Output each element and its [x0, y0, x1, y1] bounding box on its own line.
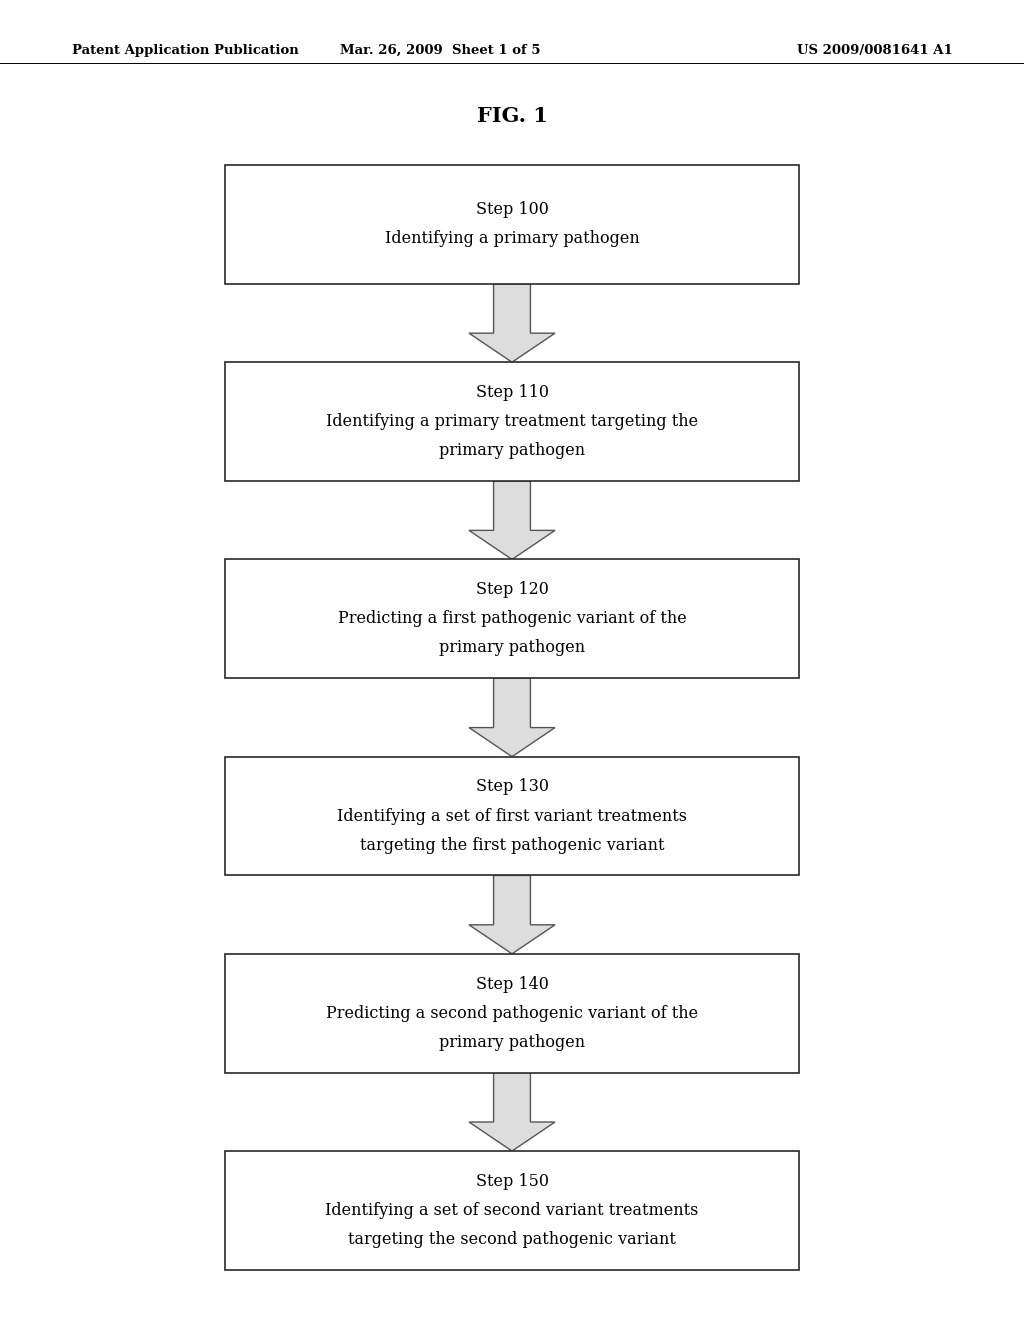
Text: targeting the second pathogenic variant: targeting the second pathogenic variant: [348, 1232, 676, 1247]
Text: Step 120: Step 120: [475, 581, 549, 598]
Text: Step 110: Step 110: [475, 384, 549, 401]
Bar: [225, 1151, 799, 1270]
Text: Identifying a primary pathogen: Identifying a primary pathogen: [385, 231, 639, 247]
Text: Step 130: Step 130: [475, 779, 549, 796]
Text: Mar. 26, 2009  Sheet 1 of 5: Mar. 26, 2009 Sheet 1 of 5: [340, 44, 541, 57]
Bar: [225, 954, 799, 1073]
Text: targeting the first pathogenic variant: targeting the first pathogenic variant: [359, 837, 665, 854]
Text: primary pathogen: primary pathogen: [439, 442, 585, 459]
Text: Step 150: Step 150: [475, 1173, 549, 1189]
Polygon shape: [469, 1073, 555, 1151]
Bar: [225, 165, 799, 284]
Polygon shape: [469, 284, 555, 362]
Polygon shape: [469, 678, 555, 756]
Text: Identifying a set of first variant treatments: Identifying a set of first variant treat…: [337, 808, 687, 825]
Bar: [225, 756, 799, 875]
Text: Step 100: Step 100: [475, 202, 549, 218]
Text: US 2009/0081641 A1: US 2009/0081641 A1: [797, 44, 952, 57]
Bar: [225, 560, 799, 678]
Text: Step 140: Step 140: [475, 975, 549, 993]
Bar: [225, 362, 799, 480]
Polygon shape: [469, 875, 555, 954]
Text: primary pathogen: primary pathogen: [439, 1034, 585, 1051]
Text: Identifying a primary treatment targeting the: Identifying a primary treatment targetin…: [326, 413, 698, 430]
Polygon shape: [469, 480, 555, 560]
Text: Predicting a first pathogenic variant of the: Predicting a first pathogenic variant of…: [338, 610, 686, 627]
Text: primary pathogen: primary pathogen: [439, 639, 585, 656]
Text: FIG. 1: FIG. 1: [476, 106, 548, 125]
Text: Predicting a second pathogenic variant of the: Predicting a second pathogenic variant o…: [326, 1005, 698, 1022]
Text: Identifying a set of second variant treatments: Identifying a set of second variant trea…: [326, 1203, 698, 1218]
Text: Patent Application Publication: Patent Application Publication: [72, 44, 298, 57]
